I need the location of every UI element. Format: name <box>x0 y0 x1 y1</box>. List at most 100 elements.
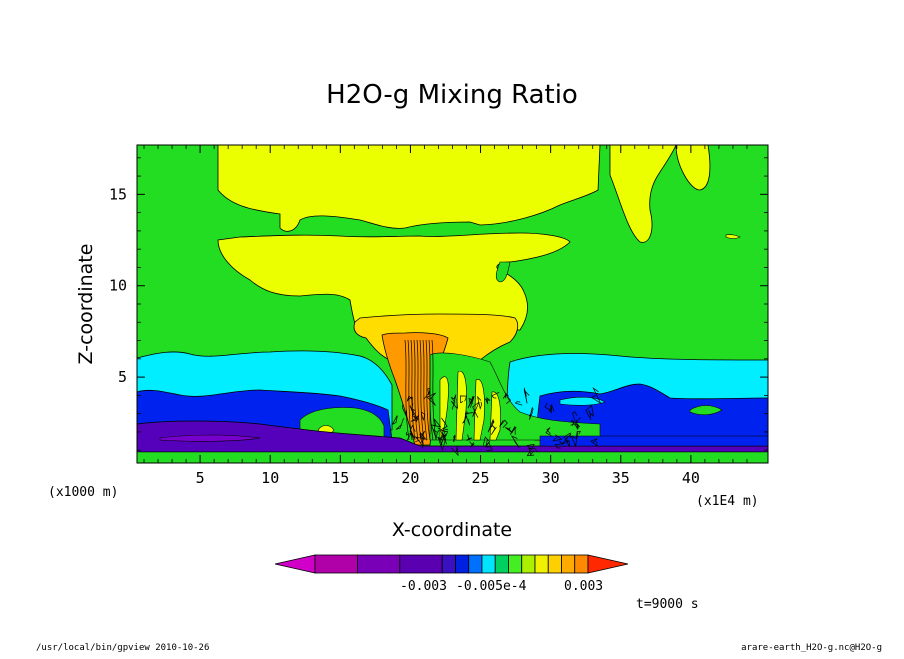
y-axis-label: Z-coordinate <box>75 244 97 365</box>
upper-right-cyan-dot <box>725 234 741 239</box>
colorbar-low-triangle <box>274 554 316 574</box>
core-contour <box>428 339 434 441</box>
colorbar-segment <box>399 554 443 574</box>
colorbar-segment <box>455 554 470 574</box>
turbulent-contour <box>572 411 581 425</box>
turbulent-contour <box>487 419 495 433</box>
core-contour <box>419 339 425 441</box>
turbulent-contour <box>460 395 468 404</box>
colorbar-label-1: -0.003 <box>400 579 447 594</box>
y-tick-label: 15 <box>109 185 127 203</box>
colorbar-label-2: -0.005e-4 <box>456 579 527 594</box>
turbulent-contour <box>590 438 598 447</box>
core-contour <box>407 339 413 441</box>
turbulent-contour <box>464 411 473 426</box>
turbulent-contour <box>411 415 420 423</box>
purple-band <box>137 420 768 453</box>
turbulent-contour <box>482 436 491 447</box>
upper-yellow-right-tip <box>675 145 711 191</box>
deep-purple-core <box>159 434 261 442</box>
turbulent-contour <box>509 426 517 435</box>
turbulent-contour <box>414 436 420 443</box>
turbulent-contour <box>452 434 456 442</box>
turbulent-contour <box>437 436 446 452</box>
turbulent-contour <box>514 401 523 406</box>
turbulent-contour <box>585 404 594 418</box>
footer-right: arare-earth_H2O-g.nc@H2O-g <box>741 643 882 653</box>
turbulent-contour <box>469 441 475 448</box>
turbulent-contour <box>450 398 458 409</box>
core-contour <box>422 339 428 441</box>
anvil-green-patch <box>495 261 511 283</box>
turbulent-contour <box>484 396 491 405</box>
core-contour <box>416 339 422 441</box>
turbulent-contour <box>510 435 520 448</box>
colorbar-segment <box>494 554 509 574</box>
colorbar <box>274 554 629 574</box>
x-unit-left: (x1000 m) <box>48 485 118 500</box>
green-patch-far-right <box>689 405 723 416</box>
turbulent-contour <box>476 395 483 410</box>
colorbar-segment <box>357 554 401 574</box>
turbulent-contour <box>430 418 442 430</box>
core-contour <box>404 339 410 441</box>
turbulent-contour <box>441 417 449 431</box>
turbulent-contour <box>544 402 552 411</box>
turbulent-contour <box>554 440 564 449</box>
chart-title: H2O-g Mixing Ratio <box>326 80 578 110</box>
turbulent-contour <box>588 410 591 420</box>
colorbar-segment <box>574 554 589 574</box>
x-tick-label: 35 <box>612 469 630 487</box>
core-contour <box>431 339 437 441</box>
green-patch-right <box>429 352 601 441</box>
turbulent-contour <box>528 447 538 456</box>
turbulent-contours <box>391 339 602 457</box>
turbulent-contour <box>561 433 572 445</box>
turbulent-contour <box>484 441 493 451</box>
colorbar-segment <box>481 554 496 574</box>
colorbar-segment <box>468 554 483 574</box>
core-contour <box>410 339 416 441</box>
colorbar-segment <box>441 554 456 574</box>
turbulent-contour <box>491 424 497 435</box>
y-ticks: 5 10 15 <box>109 157 768 451</box>
time-label: t=9000 s <box>636 597 699 612</box>
x-unit-right: (x1E4 m) <box>696 494 759 509</box>
y-tick-label: 10 <box>109 277 127 295</box>
turbulent-contour <box>450 394 457 410</box>
upper-yellow-region <box>217 145 601 232</box>
upper-yellow-right <box>609 145 677 243</box>
y-tick-label: 5 <box>118 368 127 386</box>
x-tick-label: 5 <box>196 469 205 487</box>
turbulent-contour <box>573 421 579 430</box>
turbulent-contour <box>395 418 404 430</box>
turbulent-contour <box>591 387 602 404</box>
turbulent-contour <box>439 430 449 445</box>
turbulent-contour <box>505 426 513 434</box>
turbulent-contour <box>570 432 578 448</box>
boundary-stripe <box>137 452 768 463</box>
x-tick-label: 15 <box>331 469 349 487</box>
turbulent-contour <box>523 387 530 404</box>
turbulent-contour <box>491 391 500 399</box>
colorbar-segment <box>314 554 358 574</box>
colorbar-high-triangle <box>587 554 629 574</box>
turbulent-contour <box>462 410 469 424</box>
x-tick-label: 30 <box>542 469 560 487</box>
core-contour <box>413 339 419 441</box>
x-tick-label: 40 <box>682 469 700 487</box>
turbulent-contour <box>391 415 398 426</box>
anvil-yellow-region <box>217 232 571 331</box>
turbulent-contour <box>526 443 535 457</box>
turbulent-contour <box>545 427 553 437</box>
cyan-pocket-right <box>559 396 606 406</box>
turbulent-contour <box>502 392 507 399</box>
turbulent-contour <box>548 404 555 414</box>
turbulent-contour <box>468 398 473 405</box>
x-tick-label: 25 <box>472 469 490 487</box>
turbulent-contour <box>467 396 475 409</box>
turbulent-contour <box>570 419 575 427</box>
turbulent-contour <box>528 406 534 420</box>
